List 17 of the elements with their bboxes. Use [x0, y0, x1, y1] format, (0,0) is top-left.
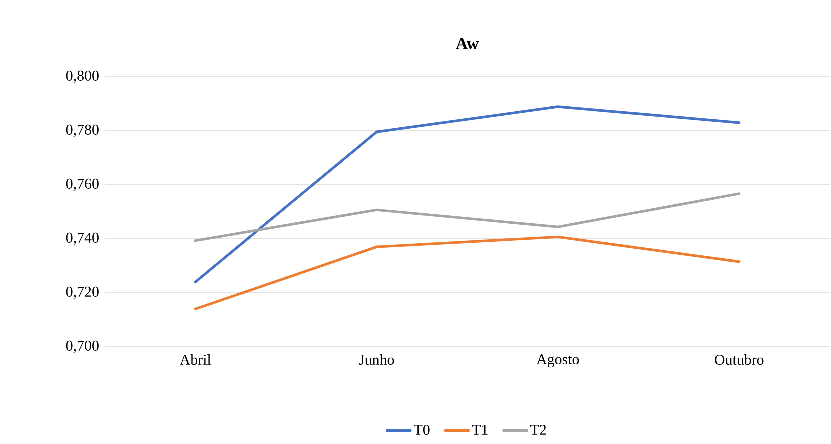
x-tick-label: Outubro	[715, 354, 764, 366]
y-tick-label: 0,700	[66, 340, 99, 354]
legend-label: T0	[414, 424, 430, 436]
x-tick-label: Abril	[180, 354, 212, 366]
y-tick-label: 0,760	[66, 178, 99, 192]
y-tick-label: 0,720	[66, 286, 99, 300]
y-tick-label: 0,780	[66, 124, 99, 138]
x-tick-label: Junho	[359, 354, 394, 366]
line-series	[194, 106, 741, 284]
chart-title: Aw	[456, 38, 480, 50]
legend-label: T1	[472, 425, 488, 435]
y-tick-label: 0,740	[66, 232, 99, 246]
legend-label: T2	[530, 425, 546, 435]
line-series	[194, 236, 741, 310]
y-tick-label: 0,800	[66, 70, 99, 84]
x-tick-label: Agosto	[536, 354, 580, 368]
line-series	[194, 192, 741, 242]
